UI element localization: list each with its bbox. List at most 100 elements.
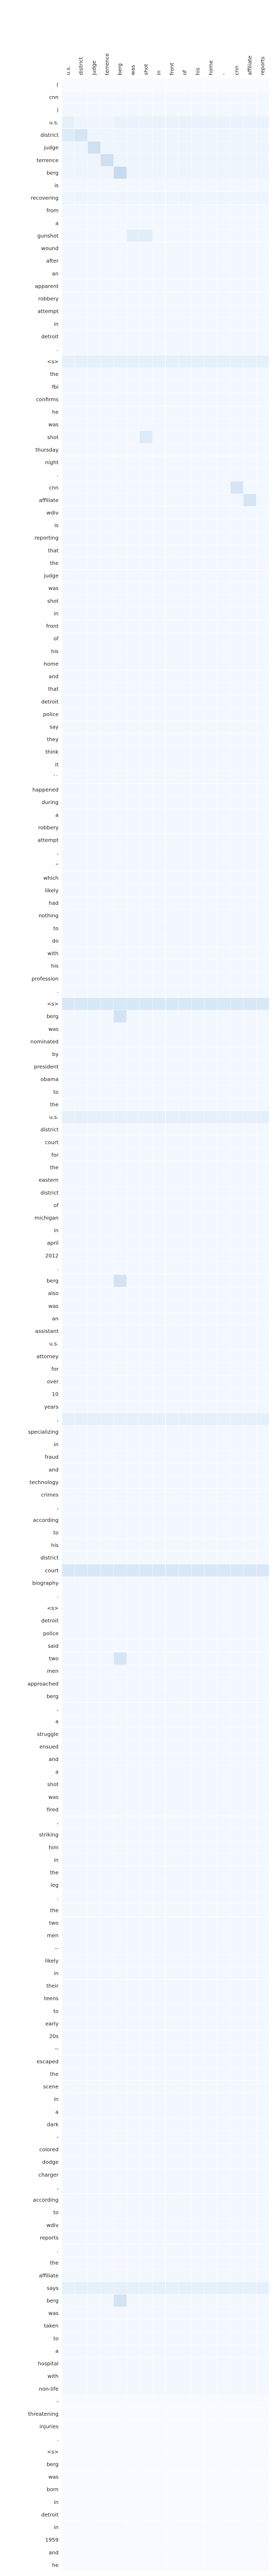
- heatmap-cell: [100, 896, 114, 909]
- heatmap-cell: [204, 959, 218, 973]
- heatmap-cell: [139, 1438, 153, 1451]
- heatmap-cell: [256, 1400, 270, 1413]
- heatmap-cell: [256, 1488, 270, 1502]
- heatmap-cell: [243, 1425, 257, 1438]
- heatmap-cell: [230, 1337, 244, 1351]
- heatmap-cell: [230, 1677, 244, 1691]
- heatmap-cell: [165, 279, 179, 293]
- heatmap-cell: [87, 796, 101, 809]
- heatmap-cell: [165, 2218, 179, 2232]
- heatmap-cell: [87, 783, 101, 796]
- x-tick-label: was: [130, 65, 136, 75]
- heatmap-cell: [256, 1148, 270, 1162]
- heatmap-cell: [152, 771, 166, 784]
- heatmap-cell: [113, 594, 127, 608]
- heatmap-cell: [217, 2282, 231, 2295]
- heatmap-cell: [191, 997, 205, 1010]
- heatmap-cell: [204, 1840, 218, 1854]
- heatmap-cell: [191, 2105, 205, 2119]
- heatmap-cell: [191, 707, 205, 721]
- heatmap-cell: [100, 909, 114, 923]
- x-tick-label: front: [169, 63, 175, 75]
- heatmap-cell: [178, 191, 192, 205]
- heatmap-cell: [152, 2130, 166, 2144]
- heatmap-cell: [191, 128, 205, 141]
- heatmap-cell: [165, 1500, 179, 1514]
- heatmap-cell: [100, 456, 114, 469]
- y-tick-label: berg: [47, 2462, 59, 2468]
- y-tick-label: in: [54, 2500, 59, 2506]
- heatmap-cell: [230, 846, 244, 859]
- heatmap-cell: [74, 1098, 88, 1111]
- heatmap-cell: [191, 2181, 205, 2194]
- y-tick-label: nominated: [30, 1039, 59, 1045]
- heatmap-cell: [74, 1199, 88, 1212]
- heatmap-cell: [191, 2319, 205, 2333]
- heatmap-cell: [191, 1992, 205, 2005]
- heatmap-cell: [61, 2168, 75, 2181]
- heatmap-cell: [243, 1878, 257, 1892]
- heatmap-cell: [61, 330, 75, 343]
- heatmap-cell: [113, 1689, 127, 1703]
- heatmap-cell: [152, 2457, 166, 2471]
- heatmap-cell: [126, 1010, 140, 1023]
- heatmap-cell: [256, 2521, 270, 2534]
- heatmap-cell: [100, 191, 114, 205]
- heatmap-cell: [243, 128, 257, 141]
- heatmap-cell: [139, 191, 153, 205]
- heatmap-cell: [126, 2231, 140, 2244]
- heatmap-cell: [204, 1475, 218, 1489]
- heatmap-cell: [243, 1010, 257, 1023]
- heatmap-cell: [204, 2495, 218, 2509]
- heatmap-cell: [87, 582, 101, 595]
- heatmap-cell: [165, 1664, 179, 1678]
- heatmap-cell: [165, 707, 179, 721]
- heatmap-cell: [126, 153, 140, 167]
- y-tick-label: shot: [47, 435, 59, 441]
- heatmap-cell: [165, 2155, 179, 2169]
- heatmap-cell: [152, 1047, 166, 1061]
- y-tick-label: they: [47, 737, 59, 743]
- heatmap-cell: [74, 242, 88, 255]
- heatmap-cell: [139, 141, 153, 154]
- heatmap-cell: [230, 2093, 244, 2106]
- heatmap-cell: [243, 959, 257, 973]
- heatmap-cell: [256, 128, 270, 141]
- heatmap-cell: [100, 279, 114, 293]
- heatmap-cell: [61, 2521, 75, 2534]
- heatmap-cell: [204, 1539, 218, 1552]
- heatmap-cell: [100, 1173, 114, 1187]
- heatmap-cell: [126, 90, 140, 104]
- heatmap-cell: [126, 1337, 140, 1351]
- heatmap-cell: [113, 2445, 127, 2459]
- heatmap-cell: [204, 1148, 218, 1162]
- heatmap-cell: [152, 2029, 166, 2043]
- heatmap-cell: [139, 1689, 153, 1703]
- heatmap-cell: [61, 1979, 75, 1992]
- heatmap-cell: [139, 2130, 153, 2144]
- heatmap-cell: [61, 1199, 75, 1212]
- heatmap-cell: [74, 216, 88, 230]
- heatmap-cell: [217, 1010, 231, 1023]
- heatmap-cell: [74, 846, 88, 859]
- heatmap-cell: [230, 1161, 244, 1174]
- heatmap-cell: [74, 1803, 88, 1816]
- heatmap-cell: [100, 2218, 114, 2232]
- heatmap-cell: [204, 771, 218, 784]
- heatmap-cell: [74, 1350, 88, 1363]
- heatmap-cell: [256, 2193, 270, 2206]
- heatmap-cell: [217, 2155, 231, 2169]
- heatmap-cell: [152, 2395, 166, 2408]
- y-tick-label: <s>: [47, 1001, 59, 1007]
- heatmap-cell: [256, 418, 270, 431]
- heatmap-cell: [204, 2004, 218, 2018]
- heatmap-cell: [152, 1513, 166, 1527]
- heatmap-cell: [230, 682, 244, 695]
- heatmap-cell: [217, 430, 231, 444]
- heatmap-cell: [165, 153, 179, 167]
- heatmap-cell: [126, 758, 140, 771]
- heatmap-cell: [74, 1010, 88, 1023]
- heatmap-cell: [178, 1601, 192, 1615]
- heatmap-cell: [256, 2420, 270, 2433]
- heatmap-cell: [61, 1840, 75, 1854]
